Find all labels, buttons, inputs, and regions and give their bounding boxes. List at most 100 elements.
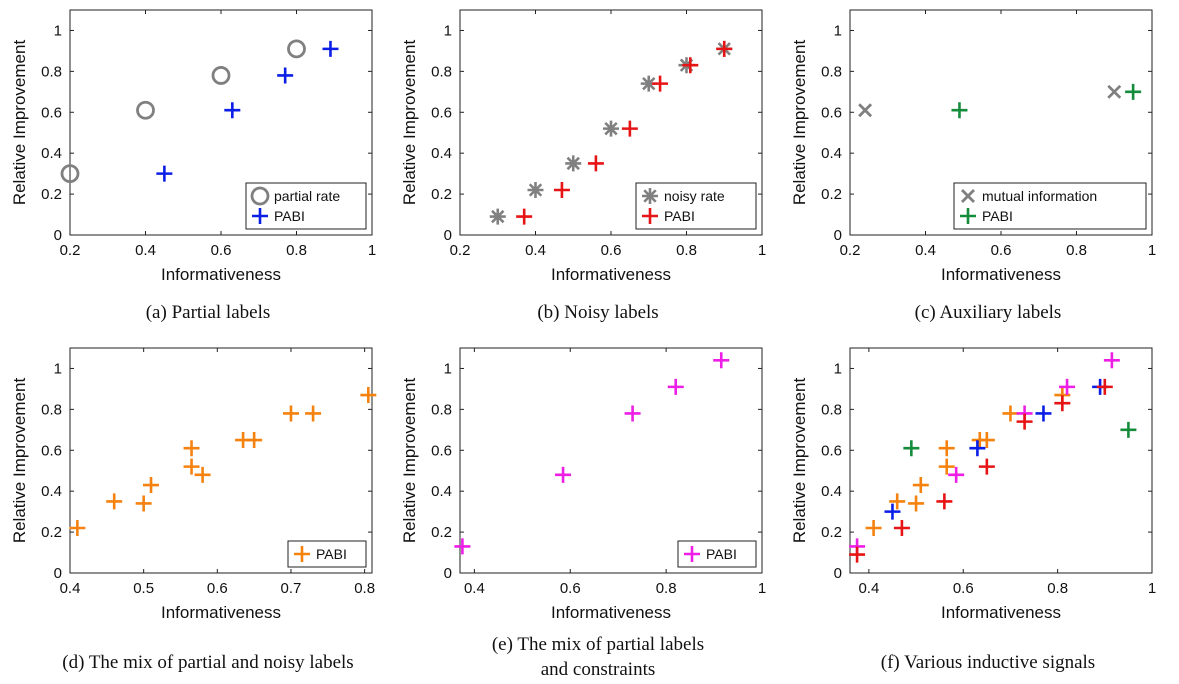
data-point	[908, 495, 925, 512]
data-point	[858, 103, 873, 118]
y-tick-label: 1	[54, 360, 62, 377]
legend-entry: PABI	[664, 208, 695, 224]
data-point	[565, 155, 582, 172]
legend-marker	[642, 188, 658, 204]
data-point	[624, 405, 641, 422]
x-axis-label: Informativeness	[941, 603, 1061, 622]
y-tick-label: 0	[444, 227, 452, 244]
data-point	[246, 432, 263, 449]
legend-entry: PABI	[274, 208, 305, 224]
y-axis-label: Relative Improvement	[400, 40, 419, 206]
data-point	[587, 155, 604, 172]
x-axis-label: Informativeness	[551, 265, 671, 284]
data-point	[652, 75, 669, 92]
data-point	[224, 102, 241, 119]
data-point	[143, 477, 160, 494]
y-tick-label: 0.8	[821, 401, 842, 418]
data-point	[1125, 83, 1142, 100]
data-point	[938, 440, 955, 457]
y-tick-label: 0.2	[431, 186, 452, 203]
y-tick-label: 1	[834, 360, 842, 377]
x-axis-label: Informativeness	[551, 603, 671, 622]
x-tick-label: 0.5	[133, 580, 154, 597]
data-point	[603, 120, 619, 137]
x-tick-label: 0.8	[1066, 242, 1087, 259]
panel-e: 0.4 0.6 0.8 1 0 0.2 0.4 0.6 0.8 1 Informativeness R…	[400, 347, 766, 680]
legend-marker	[250, 186, 270, 206]
data-point	[978, 432, 995, 449]
data-point	[156, 165, 173, 182]
data-point	[183, 458, 200, 475]
series-1	[849, 352, 1120, 555]
y-tick-label: 0	[54, 227, 62, 244]
x-tick-label: 1	[758, 580, 766, 597]
y-tick-label: 0.2	[821, 524, 842, 541]
data-point	[282, 405, 299, 422]
data-point	[211, 66, 231, 85]
legend-box	[677, 540, 757, 568]
panel-caption: (c) Auxiliary labels	[915, 302, 1062, 323]
data-point	[60, 164, 80, 184]
x-tick-label: 0.4	[525, 242, 546, 259]
series-pabi	[516, 40, 733, 225]
data-point	[948, 466, 965, 483]
y-axis-label: Relative Improvement	[790, 40, 809, 206]
series-pabi	[156, 40, 339, 182]
panel-caption: (d) The mix of partial and noisy labels	[62, 652, 353, 673]
panel-caption: (f) Various inductive signals	[881, 652, 1095, 673]
legend-marker	[960, 208, 976, 224]
panel-d: 0.4 0.5 0.6 0.7 0.8 0 0.2 0.4 0.6 0.8 1 Informative…	[10, 347, 377, 673]
data-point	[884, 503, 901, 520]
data-point	[903, 440, 920, 457]
series-2	[884, 378, 1109, 520]
series-4	[903, 421, 1137, 457]
panel-f: 0.4 0.6 0.8 1 0 0.2 0.4 0.6 0.8 1 Informativeness R…	[790, 347, 1156, 673]
y-tick-label: 1	[444, 360, 452, 377]
x-tick-label: 0.8	[354, 580, 375, 597]
y-tick-label: 0.8	[431, 63, 452, 80]
y-tick-label: 0.6	[821, 442, 842, 459]
data-point	[938, 458, 955, 475]
data-point	[1002, 405, 1019, 422]
data-point	[1054, 395, 1071, 412]
data-point	[713, 352, 730, 369]
panel-caption: (a) Partial labels	[146, 302, 271, 323]
x-tick-label: 0.2	[450, 242, 471, 259]
data-point	[194, 466, 211, 483]
y-tick-label: 0.6	[41, 104, 62, 121]
x-tick-label: 0.2	[60, 242, 81, 259]
plot-frame	[459, 347, 763, 574]
x-tick-label: 0.6	[211, 242, 232, 259]
data-point	[1103, 352, 1120, 369]
legend: noisy rate PABI	[635, 182, 757, 230]
data-point	[640, 75, 657, 92]
y-tick-label: 0.2	[41, 524, 62, 541]
data-point	[183, 440, 200, 457]
data-point	[893, 520, 910, 536]
data-point	[135, 495, 152, 512]
data-point	[136, 100, 155, 120]
series-mutual-information	[858, 84, 1122, 118]
legend-marker	[642, 208, 658, 224]
y-axis-label: Relative Improvement	[10, 378, 29, 544]
y-axis-label: Relative Improvement	[400, 378, 419, 544]
y-tick-label: 0.8	[41, 401, 62, 418]
data-point	[682, 57, 699, 74]
x-tick-label: 0.4	[464, 580, 485, 597]
legend: partial rate PABI	[245, 182, 367, 230]
data-point	[936, 493, 953, 510]
plot-frame	[849, 347, 1153, 574]
x-tick-label: 0.8	[286, 242, 307, 259]
data-point	[277, 67, 294, 84]
data-point	[106, 493, 123, 510]
series-partial-rate	[60, 39, 306, 184]
series-0	[865, 387, 1071, 536]
y-tick-label: 0	[54, 565, 62, 582]
series-pabi	[69, 387, 377, 536]
y-tick-label: 0.4	[821, 145, 842, 162]
y-tick-label: 0.2	[41, 186, 62, 203]
legend-entry: PABI	[706, 546, 737, 562]
data-point	[287, 39, 306, 59]
data-point	[969, 440, 986, 457]
y-tick-label: 0.6	[431, 104, 452, 121]
